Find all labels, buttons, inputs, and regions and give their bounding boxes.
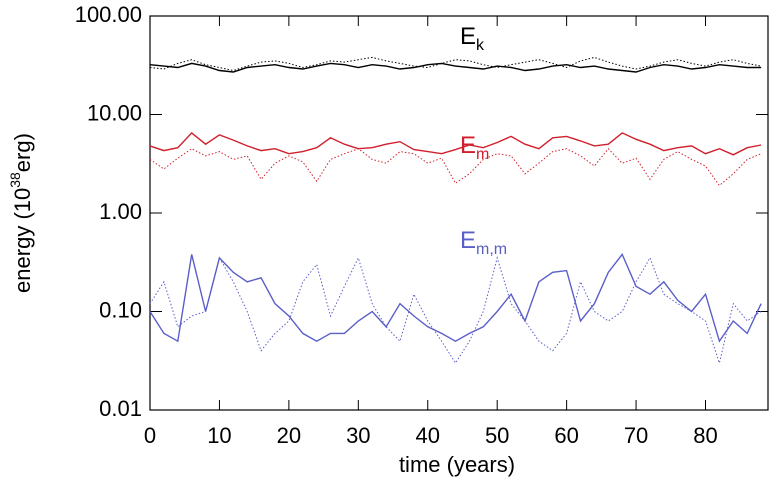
y-label-text: energy (10: [10, 188, 35, 293]
x-tick-label: 40: [416, 423, 440, 448]
x-tick-label: 30: [346, 423, 370, 448]
y-tick-label: 0.01: [99, 396, 142, 421]
y-axis-label: energy (1038erg): [7, 133, 35, 293]
series-line: [149, 62, 762, 73]
series-line: [149, 131, 762, 156]
annotation-text: E: [460, 23, 476, 50]
annotation-sub: k: [476, 37, 485, 54]
series-line: [149, 256, 762, 365]
y-tick-label: 0.10: [99, 297, 142, 322]
series-line: [149, 56, 762, 72]
x-tick-label: 0: [144, 423, 156, 448]
x-axis-label: time (years): [399, 452, 515, 477]
plot-frame: [149, 15, 769, 411]
x-tick-label: 50: [485, 423, 509, 448]
annotation-sub: m: [476, 146, 489, 163]
x-tick-label: 80: [693, 423, 717, 448]
series-line: [149, 147, 762, 187]
x-tick-label: 60: [554, 423, 578, 448]
x-tick-label: 20: [277, 423, 301, 448]
annotation-text: E: [460, 227, 476, 254]
annotation: Em,m: [460, 227, 507, 258]
y-tick-label: 10.00: [87, 100, 142, 125]
annotation: Em: [460, 132, 489, 163]
annotation: Ek: [460, 23, 485, 54]
annotation-text: E: [460, 132, 476, 159]
series-line: [149, 253, 762, 343]
annotation-sub: m,m: [476, 241, 507, 258]
y-label-text: erg): [10, 133, 35, 172]
y-label-sup: 38: [7, 172, 23, 188]
y-tick-label: 100.00: [75, 2, 142, 27]
y-tick-label: 1.00: [99, 199, 142, 224]
x-tick-label: 10: [207, 423, 231, 448]
x-tick-label: 70: [624, 423, 648, 448]
